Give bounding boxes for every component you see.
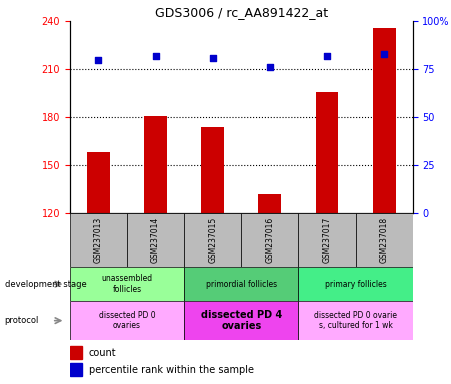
Point	[381, 51, 388, 57]
Point	[209, 55, 216, 61]
Text: GSM237016: GSM237016	[265, 217, 274, 263]
Text: protocol: protocol	[5, 316, 39, 325]
Text: GSM237013: GSM237013	[94, 217, 103, 263]
Text: dissected PD 4
ovaries: dissected PD 4 ovaries	[201, 310, 282, 331]
Text: dissected PD 0
ovaries: dissected PD 0 ovaries	[99, 311, 155, 330]
Bar	[316, 91, 338, 213]
Point	[95, 56, 102, 63]
Text: dissected PD 0 ovarie
s, cultured for 1 wk: dissected PD 0 ovarie s, cultured for 1 …	[314, 311, 397, 330]
Text: primary follicles: primary follicles	[325, 280, 387, 289]
Text: count: count	[89, 348, 116, 358]
Bar	[184, 213, 241, 267]
Text: GSM237017: GSM237017	[322, 217, 331, 263]
Bar	[355, 213, 413, 267]
Bar	[127, 213, 184, 267]
Bar	[70, 301, 184, 340]
Bar	[87, 152, 110, 213]
Text: GSM237014: GSM237014	[151, 217, 160, 263]
Bar	[184, 267, 299, 301]
Text: primordial follicles: primordial follicles	[206, 280, 277, 289]
Bar	[70, 346, 82, 359]
Bar	[258, 194, 281, 213]
Bar	[299, 301, 413, 340]
Bar	[201, 127, 224, 213]
Bar	[70, 213, 127, 267]
Bar	[184, 301, 299, 340]
Bar	[70, 267, 184, 301]
Bar	[299, 213, 355, 267]
Text: GSM237018: GSM237018	[380, 217, 389, 263]
Point	[323, 53, 331, 59]
Text: percentile rank within the sample: percentile rank within the sample	[89, 365, 254, 375]
Point	[266, 64, 273, 70]
Point	[152, 53, 159, 59]
Bar	[241, 213, 299, 267]
Text: GSM237015: GSM237015	[208, 217, 217, 263]
Bar	[299, 267, 413, 301]
Bar	[70, 363, 82, 376]
Title: GDS3006 / rc_AA891422_at: GDS3006 / rc_AA891422_at	[155, 5, 328, 18]
Bar	[373, 28, 396, 213]
Text: development stage: development stage	[5, 280, 86, 289]
Text: unassembled
follicles: unassembled follicles	[101, 275, 152, 294]
Bar	[144, 116, 167, 213]
